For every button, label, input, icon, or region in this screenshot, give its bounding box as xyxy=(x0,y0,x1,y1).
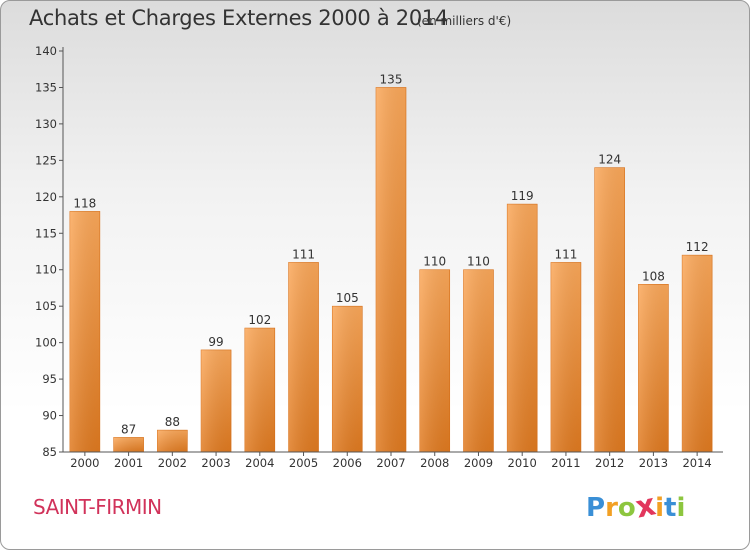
x-tick-label: 2008 xyxy=(420,456,449,470)
data-label: 88 xyxy=(165,415,180,429)
bar-group: 112 xyxy=(681,240,713,453)
x-tick-label: 2001 xyxy=(114,456,143,470)
bar-group: 102 xyxy=(244,313,276,453)
bar-group: 111 xyxy=(288,247,319,453)
y-tick-label: 120 xyxy=(35,190,57,204)
bar-group: 124 xyxy=(594,153,625,453)
y-tick-label: 100 xyxy=(35,336,57,350)
x-tick-label: 2012 xyxy=(595,456,624,470)
data-label: 110 xyxy=(467,255,490,269)
bar-highlight xyxy=(332,306,363,452)
bar-highlight xyxy=(157,430,188,452)
logo-letter: r xyxy=(605,493,618,523)
bar-group: 111 xyxy=(550,247,582,453)
x-tick-label: 2000 xyxy=(70,456,99,470)
logo-letter: i xyxy=(676,493,686,523)
x-tick-label: 2002 xyxy=(158,456,187,470)
x-tick-label: 2004 xyxy=(245,456,274,470)
bar-highlight xyxy=(550,262,581,452)
y-tick-label: 85 xyxy=(42,445,57,459)
x-tick-label: 2005 xyxy=(289,456,318,470)
logo-letter: P xyxy=(586,493,606,523)
bar-group: 110 xyxy=(419,255,451,453)
place-name: SAINT-FIRMIN xyxy=(33,495,162,519)
y-tick-label: 130 xyxy=(35,117,57,131)
y-tick-label: 105 xyxy=(35,299,57,313)
data-label: 124 xyxy=(598,153,621,167)
bar-group: 88 xyxy=(157,415,188,453)
bar-highlight xyxy=(69,211,100,452)
data-label: 99 xyxy=(208,335,223,349)
chart-title: Achats et Charges Externes 2000 à 2014 xyxy=(29,6,449,30)
x-tick-label: 2010 xyxy=(508,456,537,470)
data-label: 108 xyxy=(642,269,665,283)
bar-group: 99 xyxy=(200,335,232,453)
bar-highlight xyxy=(682,255,713,452)
bar-highlight xyxy=(507,204,538,452)
bar-group: 119 xyxy=(506,189,538,453)
x-tick-label: 2003 xyxy=(201,456,230,470)
y-tick-label: 135 xyxy=(35,80,57,94)
data-label: 102 xyxy=(248,313,271,327)
x-tick-label: 2009 xyxy=(464,456,493,470)
y-tick-label: 90 xyxy=(42,409,57,423)
x-tick-label: 2013 xyxy=(639,456,668,470)
y-tick-label: 140 xyxy=(35,44,57,58)
data-label: 87 xyxy=(121,422,136,436)
proxiti-logo[interactable]: Proxiti xyxy=(586,487,686,525)
bar-highlight xyxy=(244,328,275,452)
y-tick-label: 115 xyxy=(35,226,57,240)
data-label: 112 xyxy=(686,240,709,254)
bar-highlight xyxy=(419,269,450,452)
bar-highlight xyxy=(288,262,319,452)
bar-group: 110 xyxy=(463,255,494,453)
logo-letter: i xyxy=(655,493,665,523)
bar-group: 118 xyxy=(69,196,101,453)
x-tick-label: 2011 xyxy=(551,456,580,470)
x-tick-label: 2014 xyxy=(682,456,711,470)
bar-group: 135 xyxy=(375,72,407,453)
data-label: 105 xyxy=(336,291,359,305)
bar-highlight xyxy=(113,437,144,452)
bar-highlight xyxy=(594,167,625,452)
bar-group: 108 xyxy=(638,269,669,453)
data-label: 119 xyxy=(511,189,534,203)
chart-subtitle: (en milliers d'€) xyxy=(417,14,512,28)
data-label: 111 xyxy=(554,247,577,261)
x-tick-label: 2006 xyxy=(333,456,362,470)
y-tick-label: 125 xyxy=(35,153,57,167)
logo-letter: o xyxy=(617,493,636,523)
logo-letter: t xyxy=(664,493,677,523)
bar-group: 87 xyxy=(113,422,144,453)
bar-highlight xyxy=(376,87,406,453)
bar-highlight xyxy=(463,269,494,452)
y-tick-label: 110 xyxy=(35,263,57,277)
bars-layer: 118 87 88 99 102 111 105 135 110 110 119 111 124 108 1… xyxy=(69,72,713,453)
data-label: 135 xyxy=(380,72,403,86)
y-tick-label: 95 xyxy=(42,372,57,386)
bar-highlight xyxy=(201,349,232,452)
bar-highlight xyxy=(638,284,669,452)
data-label: 110 xyxy=(423,255,446,269)
axis-layer: 2000 2001 2002 2003 2004 2005 2006 2007 2008 2009… xyxy=(35,44,723,470)
bar-group: 105 xyxy=(331,291,363,453)
data-label: 111 xyxy=(292,247,315,261)
x-tick-label: 2007 xyxy=(376,456,405,470)
data-label: 118 xyxy=(73,196,96,210)
